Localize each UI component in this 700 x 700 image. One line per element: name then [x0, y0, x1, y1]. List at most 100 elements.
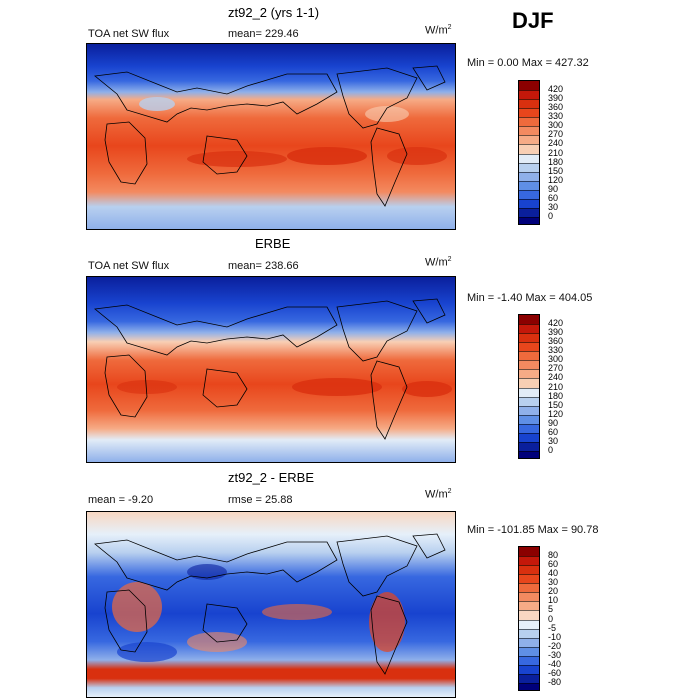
colorbar-tick-label: 270: [548, 129, 564, 140]
min-max-label: Min = 0.00 Max = 427.32: [467, 57, 589, 69]
colorbar-tick-label: 0: [548, 613, 554, 624]
colorbar-tick-label: 30: [548, 201, 559, 212]
colorbar-tick-label: -20: [548, 640, 562, 651]
colorbar-cell: [519, 90, 539, 100]
colorbar-cell: [519, 601, 539, 611]
colorbar-tick-label: 390: [548, 327, 564, 338]
colorbar-cell: [519, 216, 539, 224]
colorbar-tick-label: 150: [548, 165, 564, 176]
colorbar-cell: [519, 547, 539, 557]
colorbar-cell: [519, 207, 539, 217]
colorbar-model: [518, 80, 540, 225]
colorbar-cell: [519, 610, 539, 620]
colorbar-tick-label: 420: [548, 84, 564, 95]
colorbar-tick-label: -40: [548, 658, 562, 669]
colorbar-tick-label: 0: [548, 210, 554, 221]
colorbar-tick-label: -10: [548, 631, 562, 642]
units-label: W/m2: [425, 488, 452, 501]
colorbar-cell: [519, 565, 539, 575]
colorbar-cell: [519, 360, 539, 370]
colorbar-tick-label: 360: [548, 102, 564, 113]
min-max-label: Min = -1.40 Max = 404.05: [467, 292, 593, 304]
colorbar-difference: [518, 546, 540, 691]
colorbar-cell: [519, 108, 539, 118]
colorbar-cell: [519, 396, 539, 406]
colorbar-cell: [519, 378, 539, 388]
colorbar-tick-label: 390: [548, 93, 564, 104]
colorbar-tick-label: 5: [548, 604, 554, 615]
colorbar-cell: [519, 655, 539, 665]
colorbar-tick-label: 120: [548, 174, 564, 185]
colorbar-tick-label: 150: [548, 399, 564, 410]
colorbar-tick-label: 90: [548, 417, 559, 428]
colorbar-tick-label: 10: [548, 595, 559, 606]
variable-label: TOA net SW flux: [88, 260, 170, 272]
colorbar-cell: [519, 414, 539, 424]
map-erbe-swflux: [86, 276, 456, 463]
colorbar-tick-label: 210: [548, 147, 564, 158]
colorbar-tick-label: 60: [548, 559, 559, 570]
colorbar-cell: [519, 628, 539, 638]
colorbar-cell: [519, 144, 539, 154]
colorbar-cell: [519, 432, 539, 442]
colorbar-tick-label: 330: [548, 111, 564, 122]
colorbar-cell: [519, 198, 539, 208]
colorbar-tick-label: 0: [548, 444, 554, 455]
colorbar-tick-label: 420: [548, 318, 564, 329]
colorbar-cell: [519, 162, 539, 172]
colorbar-cell: [519, 423, 539, 433]
colorbar-tick-label: 40: [548, 568, 559, 579]
colorbar-cell: [519, 583, 539, 593]
colorbar-cell: [519, 126, 539, 136]
colorbar-cell: [519, 135, 539, 145]
colorbar-cell: [519, 180, 539, 190]
colorbar-cell: [519, 171, 539, 181]
colorbar-tick-label: 270: [548, 363, 564, 374]
colorbar-cell: [519, 387, 539, 397]
colorbar-tick-label: 240: [548, 372, 564, 383]
variable-label: TOA net SW flux: [88, 28, 170, 40]
mean-label: mean= 229.46: [228, 28, 299, 40]
map-model-swflux: [86, 43, 456, 230]
colorbar-cell: [519, 450, 539, 458]
colorbar-tick-label: -30: [548, 649, 562, 660]
rmse-label: rmse = 25.88: [228, 494, 293, 506]
colorbar-tick-label: 180: [548, 156, 564, 167]
colorbar-tick-label: 60: [548, 426, 559, 437]
colorbar-cell: [519, 342, 539, 352]
units-label: W/m2: [425, 24, 452, 37]
colorbar-cell: [519, 574, 539, 584]
mean-label: mean= 238.66: [228, 260, 299, 272]
colorbar-tick-label: -80: [548, 676, 562, 687]
colorbar-tick-label: 90: [548, 183, 559, 194]
colorbar-cell: [519, 81, 539, 91]
colorbar-tick-label: 30: [548, 577, 559, 588]
colorbar-tick-label: 80: [548, 550, 559, 561]
colorbar-cell: [519, 117, 539, 127]
map-difference-swflux: [86, 511, 456, 698]
panel-title: ERBE: [255, 236, 291, 251]
colorbar-tick-label: 360: [548, 336, 564, 347]
colorbar-tick-label: 30: [548, 435, 559, 446]
colorbar-cell: [519, 369, 539, 379]
colorbar-cell: [519, 556, 539, 566]
colorbar-cell: [519, 646, 539, 656]
colorbar-cell: [519, 405, 539, 415]
colorbar-cell: [519, 619, 539, 629]
colorbar-tick-label: 60: [548, 192, 559, 203]
mean-label: mean = -9.20: [88, 494, 154, 506]
min-max-label: Min = -101.85 Max = 90.78: [467, 524, 599, 536]
colorbar-cell: [519, 189, 539, 199]
colorbar-tick-label: 240: [548, 138, 564, 149]
colorbar-cell: [519, 637, 539, 647]
colorbar-tick-label: -60: [548, 667, 562, 678]
colorbar-cell: [519, 333, 539, 343]
colorbar-tick-label: 20: [548, 586, 559, 597]
colorbar-tick-label: -5: [548, 622, 557, 633]
panel-title: zt92_2 - ERBE: [228, 470, 314, 485]
colorbar-tick-label: 300: [548, 120, 564, 131]
colorbar-cell: [519, 664, 539, 674]
colorbar-cell: [519, 351, 539, 361]
season-label: DJF: [512, 8, 554, 33]
colorbar-tick-label: 120: [548, 408, 564, 419]
